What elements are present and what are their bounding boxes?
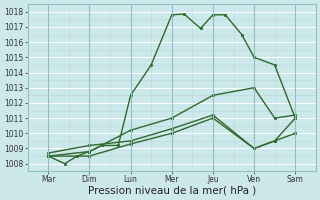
- X-axis label: Pression niveau de la mer( hPa ): Pression niveau de la mer( hPa ): [88, 186, 256, 196]
